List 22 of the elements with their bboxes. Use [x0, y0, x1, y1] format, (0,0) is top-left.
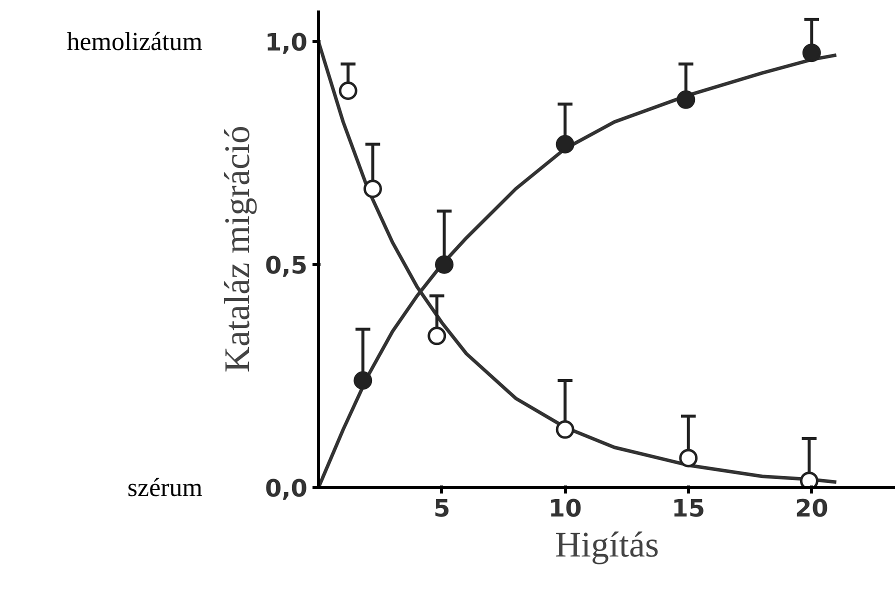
point — [676, 90, 696, 109]
text: hemolizátum — [66, 27, 203, 56]
point — [679, 448, 698, 468]
point — [556, 135, 574, 154]
y-axis-title: Kataláz migráció — [216, 126, 257, 372]
point — [338, 82, 358, 100]
y-tick-label: 0,5 — [264, 252, 308, 280]
point — [364, 180, 382, 198]
x-tick-label: 15 — [672, 494, 706, 522]
point — [556, 420, 574, 439]
point — [800, 472, 818, 488]
x-tick-label: 20 — [794, 494, 828, 522]
text: szérum — [127, 473, 203, 502]
point — [802, 44, 821, 62]
point — [435, 255, 454, 274]
x-tick-label: 5 — [433, 494, 450, 522]
y-tick-label: 0,0 — [264, 474, 308, 502]
point — [428, 326, 446, 346]
point — [354, 371, 372, 390]
x-axis-title: Higítás — [555, 524, 660, 564]
x-tick-label: 10 — [548, 494, 582, 522]
y-tick-label: 1,0 — [264, 28, 308, 57]
